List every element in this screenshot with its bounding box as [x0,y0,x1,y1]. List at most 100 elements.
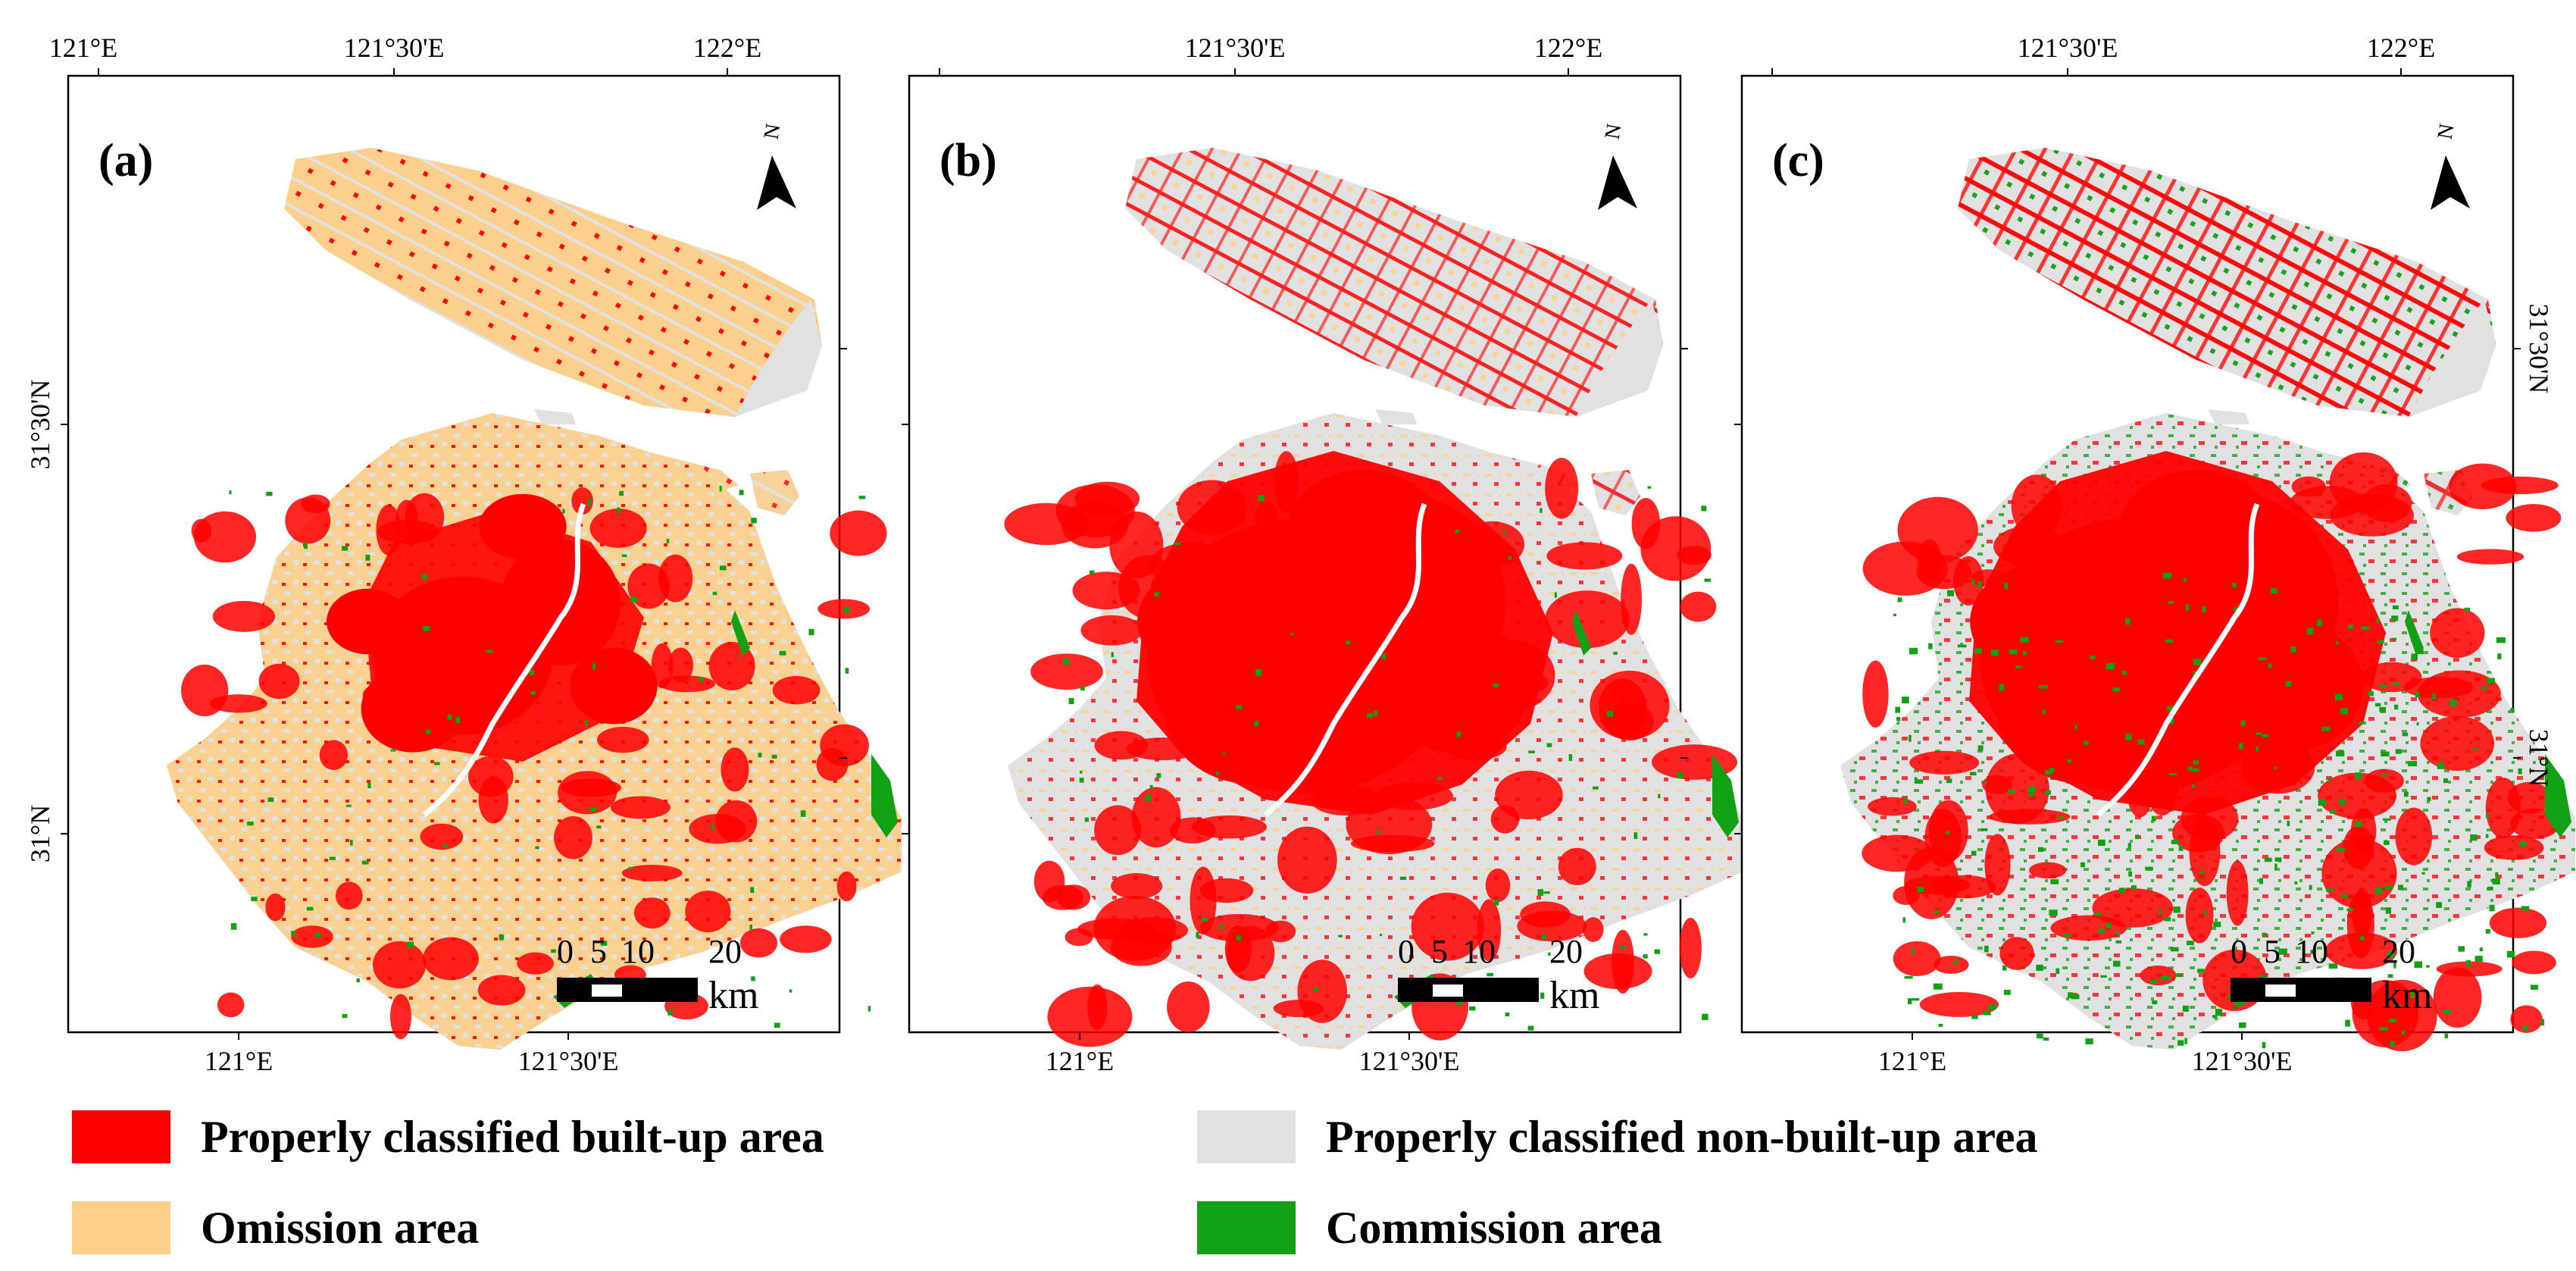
commission-speck [2173,906,2181,913]
commission-speck [2354,772,2362,780]
commission-speck [2168,600,2174,604]
legend-swatch [1197,1110,1296,1163]
built-up-cluster [1321,499,1385,541]
commission-speck [2167,706,2175,712]
commission-speck [2020,637,2029,643]
built-up-cluster [420,823,464,850]
commission-speck [2009,649,2018,655]
commission-speck [2169,772,2177,776]
commission-speck [2377,640,2384,644]
legend-item: Properly classified built-up area [72,1110,824,1163]
commission-speck [365,554,370,561]
built-up-cluster [611,796,671,819]
scale-bar [557,978,698,1002]
commission-speck [789,989,792,993]
built-up-cluster [1485,868,1511,903]
commission-speck [1068,698,1074,705]
scale-label: 10 [1462,933,1496,970]
commission-speck [2360,936,2365,941]
commission-speck [1196,931,1199,938]
commission-speck [2100,975,2107,978]
commission-speck [1527,1025,1534,1031]
built-up-cluster [2050,915,2127,941]
commission-speck [341,546,349,551]
commission-speck [590,806,597,812]
commission-speck [1643,933,1648,936]
built-up-cluster [1598,678,1647,737]
commission-speck [1946,590,1954,596]
built-up-cluster [2510,1005,2543,1033]
commission-speck [2287,820,2290,827]
commission-speck [1543,891,1550,894]
built-up-cluster [1131,787,1181,848]
commission-speck [699,677,704,682]
built-up-cluster [836,871,857,902]
built-up-cluster [373,941,427,989]
commission-speck [2203,909,2206,916]
built-up-cluster [2311,609,2336,627]
commission-speck [2334,693,2343,701]
built-up-cluster [2213,499,2243,535]
top-axis-label: 122°E [2367,33,2435,63]
commission-speck [2256,732,2262,735]
commission-speck [2118,888,2125,894]
built-up-cluster [772,675,821,705]
commission-speck [2127,843,2131,849]
scale-unit: km [2382,974,2432,1017]
built-up-cluster [1680,591,1717,622]
commission-speck [2496,637,2506,643]
built-up-cluster [1030,653,1103,690]
commission-speck [1236,935,1241,941]
commission-speck [2379,1027,2388,1031]
built-up-cluster [291,925,333,948]
built-up-cluster [2059,643,2124,710]
commission-speck [2340,708,2348,715]
built-up-cluster [2185,888,2214,944]
commission-speck [2094,913,2102,916]
commission-speck [2029,790,2034,797]
commission-speck [2486,678,2495,684]
commission-speck [2464,607,2471,612]
commission-speck [2436,902,2442,908]
built-up-cluster [1111,873,1163,900]
built-up-cluster [2240,740,2315,794]
commission-speck [2311,931,2315,934]
commission-speck [1313,987,1318,992]
commission-speck [2408,761,2418,767]
legend-swatch [1197,1201,1296,1254]
right-axis-label: 31°N [2524,729,2554,787]
commission-speck [345,804,352,807]
commission-speck [1910,998,1920,1001]
built-up-cluster [1297,960,1347,1023]
bottom-axis-label: 121°E [205,1046,273,1076]
commission-speck [2427,797,2431,801]
scale-label: 10 [621,933,655,970]
commission-speck [1338,934,1343,938]
commission-speck [535,846,539,850]
commission-speck [2309,884,2312,891]
commission-speck [2055,640,2063,643]
commission-coast-east [2545,754,2571,837]
commission-speck [2387,951,2395,959]
commission-speck [1201,917,1208,922]
commission-speck [1379,933,1383,937]
built-up-cluster [2192,676,2259,693]
commission-speck [1984,781,1987,784]
scale-bar-segment [592,985,622,997]
commission-speck [628,866,633,870]
commission-speck [1928,643,1933,650]
commission-speck [1934,910,1940,914]
commission-coast-mid [731,610,750,656]
legend-swatch [72,1110,170,1163]
commission-speck [2185,604,2190,611]
commission-speck [1216,771,1219,775]
commission-speck [1487,972,1493,977]
commission-speck [390,749,396,752]
panel-label: (b) [939,135,997,186]
commission-speck [2317,619,2322,627]
built-up-cluster [1064,928,1093,947]
commission-speck [1508,556,1512,560]
commission-speck [2071,994,2080,1000]
north-arrow-icon [1598,155,1637,210]
commission-speck [2385,907,2392,914]
